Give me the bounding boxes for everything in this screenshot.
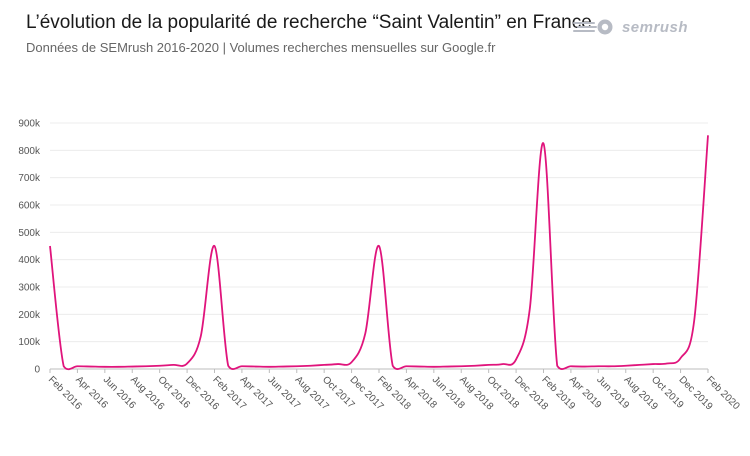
y-tick-label: 500k [18, 228, 41, 239]
chart-title: L’évolution de la popularité de recherch… [26, 12, 592, 33]
brand-logo: semrush [572, 18, 688, 36]
y-tick-label: 800k [18, 146, 41, 157]
chart-subtitle: Données de SEMrush 2016-2020 | Volumes r… [26, 40, 496, 55]
y-tick-label: 700k [18, 173, 41, 184]
y-tick-label: 900k [18, 119, 41, 130]
y-axis: 0 100k 200k 300k 400k 500k 600k 700k 800k 900k [18, 119, 41, 376]
y-tick-label: 200k [18, 310, 41, 321]
y-tick-label: 600k [18, 201, 41, 212]
chart-grid [50, 122, 708, 370]
semrush-fireball-icon [572, 19, 613, 35]
series-line [49, 135, 709, 371]
brand-name: semrush [621, 18, 688, 36]
y-tick-label: 0 [34, 365, 40, 376]
chart-series [49, 135, 709, 371]
y-tick-label: 300k [18, 283, 41, 294]
y-tick-label: 400k [18, 255, 41, 266]
y-tick-label: 100k [18, 337, 41, 348]
